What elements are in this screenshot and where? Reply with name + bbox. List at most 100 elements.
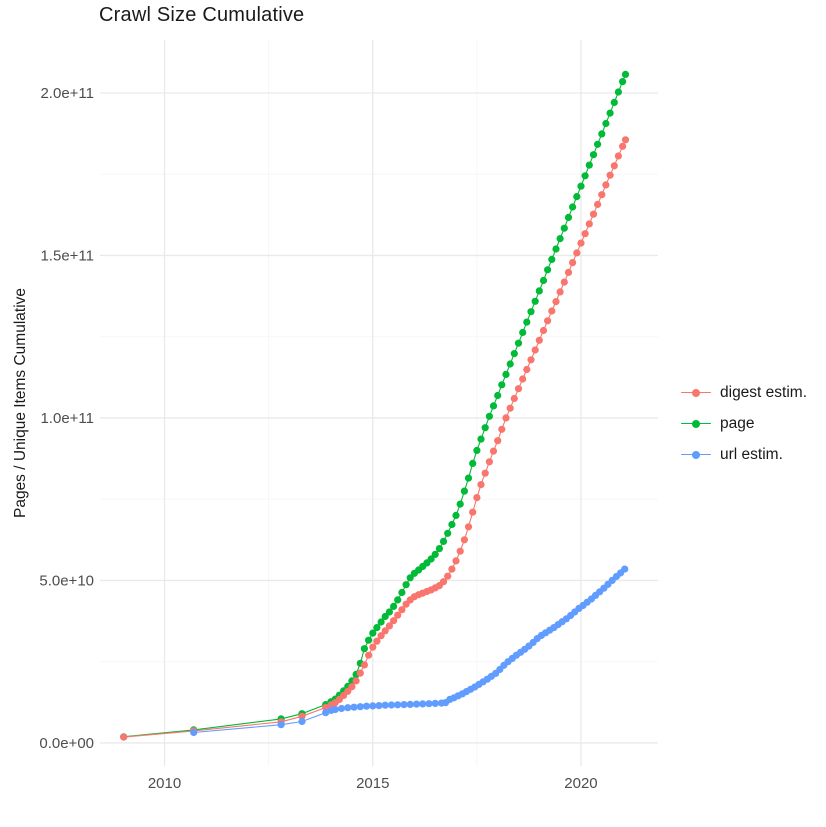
data-point — [464, 474, 473, 482]
data-point — [390, 602, 398, 611]
data-point — [619, 78, 627, 86]
data-point — [435, 545, 443, 553]
data-point — [448, 520, 456, 529]
data-point — [360, 661, 368, 669]
legend: digest estim. page url estim. — [681, 377, 807, 470]
data-point — [381, 627, 389, 635]
legend-key-dot — [692, 388, 700, 397]
data-point — [444, 529, 452, 537]
data-point — [348, 683, 356, 691]
y-axis-title: Pages / Unique Items Cumulative — [12, 287, 29, 519]
data-point — [621, 565, 629, 573]
data-point — [452, 511, 460, 519]
data-point — [352, 677, 360, 685]
data-point — [344, 704, 352, 712]
data-point — [419, 700, 427, 708]
data-point — [506, 360, 514, 368]
data-point — [381, 701, 389, 709]
y-tick-label: 1.5e+11 — [40, 247, 94, 264]
data-point — [552, 245, 560, 253]
data-point — [502, 414, 510, 422]
data-point — [489, 402, 498, 410]
legend-key-icon — [681, 388, 711, 398]
data-point — [523, 318, 531, 326]
data-point — [527, 308, 535, 316]
data-point — [498, 425, 506, 433]
data-point — [481, 469, 489, 477]
data-point — [298, 717, 306, 726]
data-point — [360, 645, 368, 653]
data-point — [606, 171, 614, 179]
data-point — [456, 547, 464, 555]
series-line-page — [123, 74, 627, 738]
data-point — [469, 459, 477, 467]
data-point — [362, 702, 371, 710]
data-point — [581, 230, 589, 238]
data-point — [573, 193, 581, 201]
legend-item-label: digest estim. — [720, 383, 808, 401]
data-point — [322, 703, 330, 712]
data-point — [448, 565, 456, 573]
data-point — [431, 550, 439, 559]
data-point — [373, 624, 381, 632]
data-point — [544, 266, 552, 274]
data-point — [502, 370, 510, 378]
data-point — [425, 700, 433, 708]
data-point — [560, 224, 568, 232]
data-point — [365, 651, 373, 659]
x-tick-label: 2015 — [356, 775, 389, 792]
data-point — [519, 375, 527, 383]
data-point — [548, 255, 556, 263]
data-point — [594, 140, 602, 148]
data-point — [577, 239, 585, 247]
data-point — [585, 161, 593, 169]
data-point — [406, 700, 414, 709]
data-point — [456, 500, 464, 508]
data-point — [394, 701, 402, 709]
legend-item-label: url estim. — [720, 445, 783, 463]
data-point — [390, 617, 398, 625]
data-point — [377, 632, 385, 640]
data-point — [506, 404, 514, 412]
data-point — [464, 523, 473, 531]
legend-key-icon — [681, 450, 711, 460]
data-point — [614, 152, 623, 160]
data-point — [460, 487, 468, 495]
data-point — [402, 581, 410, 589]
data-point — [510, 394, 518, 403]
data-point — [373, 637, 381, 645]
legend-item-page: page — [681, 408, 807, 439]
data-point — [385, 608, 393, 616]
data-point — [614, 88, 623, 96]
data-point — [602, 119, 610, 128]
data-point — [621, 70, 630, 78]
data-point — [494, 437, 502, 445]
series-points-digestestim — [120, 136, 630, 741]
legend-key-dot — [692, 419, 700, 428]
data-point — [369, 702, 377, 710]
data-point — [375, 702, 383, 710]
data-point — [356, 703, 364, 711]
data-point — [190, 728, 198, 737]
data-point — [523, 365, 531, 374]
data-point — [560, 278, 568, 286]
data-point — [602, 181, 610, 189]
legend-key-icon — [681, 419, 711, 429]
data-point — [527, 356, 535, 364]
data-point — [556, 235, 564, 243]
data-point — [485, 412, 493, 420]
data-point — [394, 611, 402, 619]
data-point — [577, 182, 585, 190]
chart-title: Crawl Size Cumulative — [99, 4, 305, 26]
data-point — [556, 288, 564, 296]
data-point — [552, 298, 560, 306]
data-point — [498, 381, 506, 389]
data-point — [564, 268, 573, 276]
data-point — [598, 191, 606, 199]
data-point — [581, 172, 589, 180]
data-point — [539, 326, 548, 335]
data-point — [377, 618, 385, 626]
data-point — [621, 136, 630, 144]
data-point — [589, 210, 598, 218]
